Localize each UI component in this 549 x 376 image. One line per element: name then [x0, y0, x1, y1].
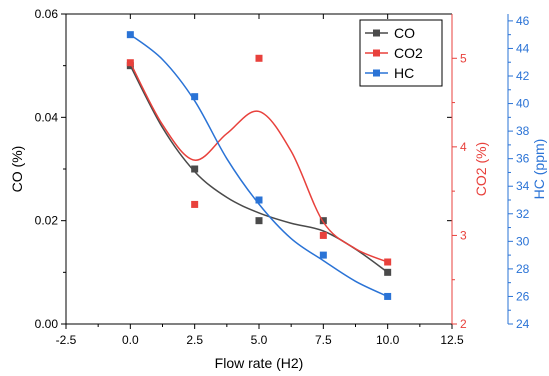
series-curve-co [129, 65, 389, 273]
axis-hc: 24 26 28 30 32 34 36 38 40 42 44 46 HC (ppm) [507, 14, 547, 331]
y-tick-label-co: 0.00 [35, 317, 59, 331]
y-tick-label-hc: 36 [516, 152, 530, 166]
y-axis-label-co: CO (%) [9, 146, 25, 193]
legend-marker [373, 69, 380, 77]
axes-layer: -2.5 0.0 2.5 5.0 7.5 10.0 12.5 Flow rate (H2) 0.… [9, 7, 547, 371]
data-point-co2 [319, 231, 327, 239]
data-point-hc [126, 31, 134, 39]
y-axis-label-co2: CO2 (%) [473, 142, 489, 196]
x-tick-label: 7.5 [315, 333, 332, 347]
legend: CO CO2 HC [359, 19, 443, 87]
y-tick-label-hc: 46 [516, 14, 530, 28]
x-axis-label: Flow rate (H2) [215, 355, 304, 371]
series-co [126, 62, 392, 276]
y-tick-label-co2: 3 [460, 228, 467, 242]
y-tick-label-co2: 2 [460, 317, 467, 331]
y-tick-label-co: 0.04 [35, 110, 59, 124]
data-point-co2 [191, 200, 199, 208]
y-tick-label-hc: 24 [516, 317, 530, 331]
x-tick-label: 12.5 [440, 333, 464, 347]
data-point-co2 [384, 258, 392, 266]
y-tick-label-co2: 5 [460, 51, 467, 65]
data-point-co [191, 165, 199, 173]
x-tick-label: 10.0 [376, 333, 400, 347]
legend-item: HC [365, 65, 414, 81]
data-point-co [384, 268, 392, 276]
data-point-co2 [255, 54, 263, 62]
data-point-co2 [126, 59, 134, 67]
data-point-co [319, 217, 327, 225]
legend-label: CO [394, 25, 415, 41]
y-tick-label-hc: 28 [516, 262, 530, 276]
x-tick-label: 0.0 [122, 333, 139, 347]
data-point-hc [319, 251, 327, 259]
x-tick-label: -2.5 [56, 333, 77, 347]
y-tick-label-co: 0.02 [35, 214, 59, 228]
series-layer [126, 31, 392, 300]
data-point-hc [191, 93, 199, 101]
series-hc [126, 31, 392, 300]
series-co2 [126, 54, 392, 266]
y-tick-label-hc: 42 [516, 69, 530, 83]
data-point-hc [255, 196, 263, 204]
legend-item: CO2 [365, 45, 423, 61]
series-curve-hc [129, 34, 388, 298]
axis-co2: 2 3 4 5 CO2 (%) [451, 14, 489, 331]
legend-marker [373, 49, 380, 57]
x-tick-label: 5.0 [251, 333, 268, 347]
axis-co: 0.00 0.02 0.04 0.06 CO (%) [9, 7, 452, 331]
y-tick-label-hc: 34 [516, 179, 530, 193]
legend-marker [373, 29, 380, 37]
y-tick-label-hc: 26 [516, 289, 530, 303]
y-tick-label-hc: 40 [516, 97, 530, 111]
series-curve-co2 [129, 62, 388, 263]
y-tick-label-hc: 32 [516, 207, 530, 221]
data-point-co [255, 217, 263, 225]
y-tick-label-hc: 30 [516, 234, 530, 248]
legend-item: CO [365, 25, 415, 41]
x-tick-label: 2.5 [186, 333, 203, 347]
y-tick-label-co2: 4 [460, 140, 467, 154]
legend-label: CO2 [394, 45, 423, 61]
y-tick-label-hc: 44 [516, 41, 530, 55]
y-axis-label-hc: HC (ppm) [531, 139, 547, 200]
y-tick-label-co: 0.06 [35, 7, 59, 21]
data-point-hc [384, 292, 392, 300]
legend-label: HC [394, 65, 414, 81]
y-tick-label-hc: 38 [516, 124, 530, 138]
